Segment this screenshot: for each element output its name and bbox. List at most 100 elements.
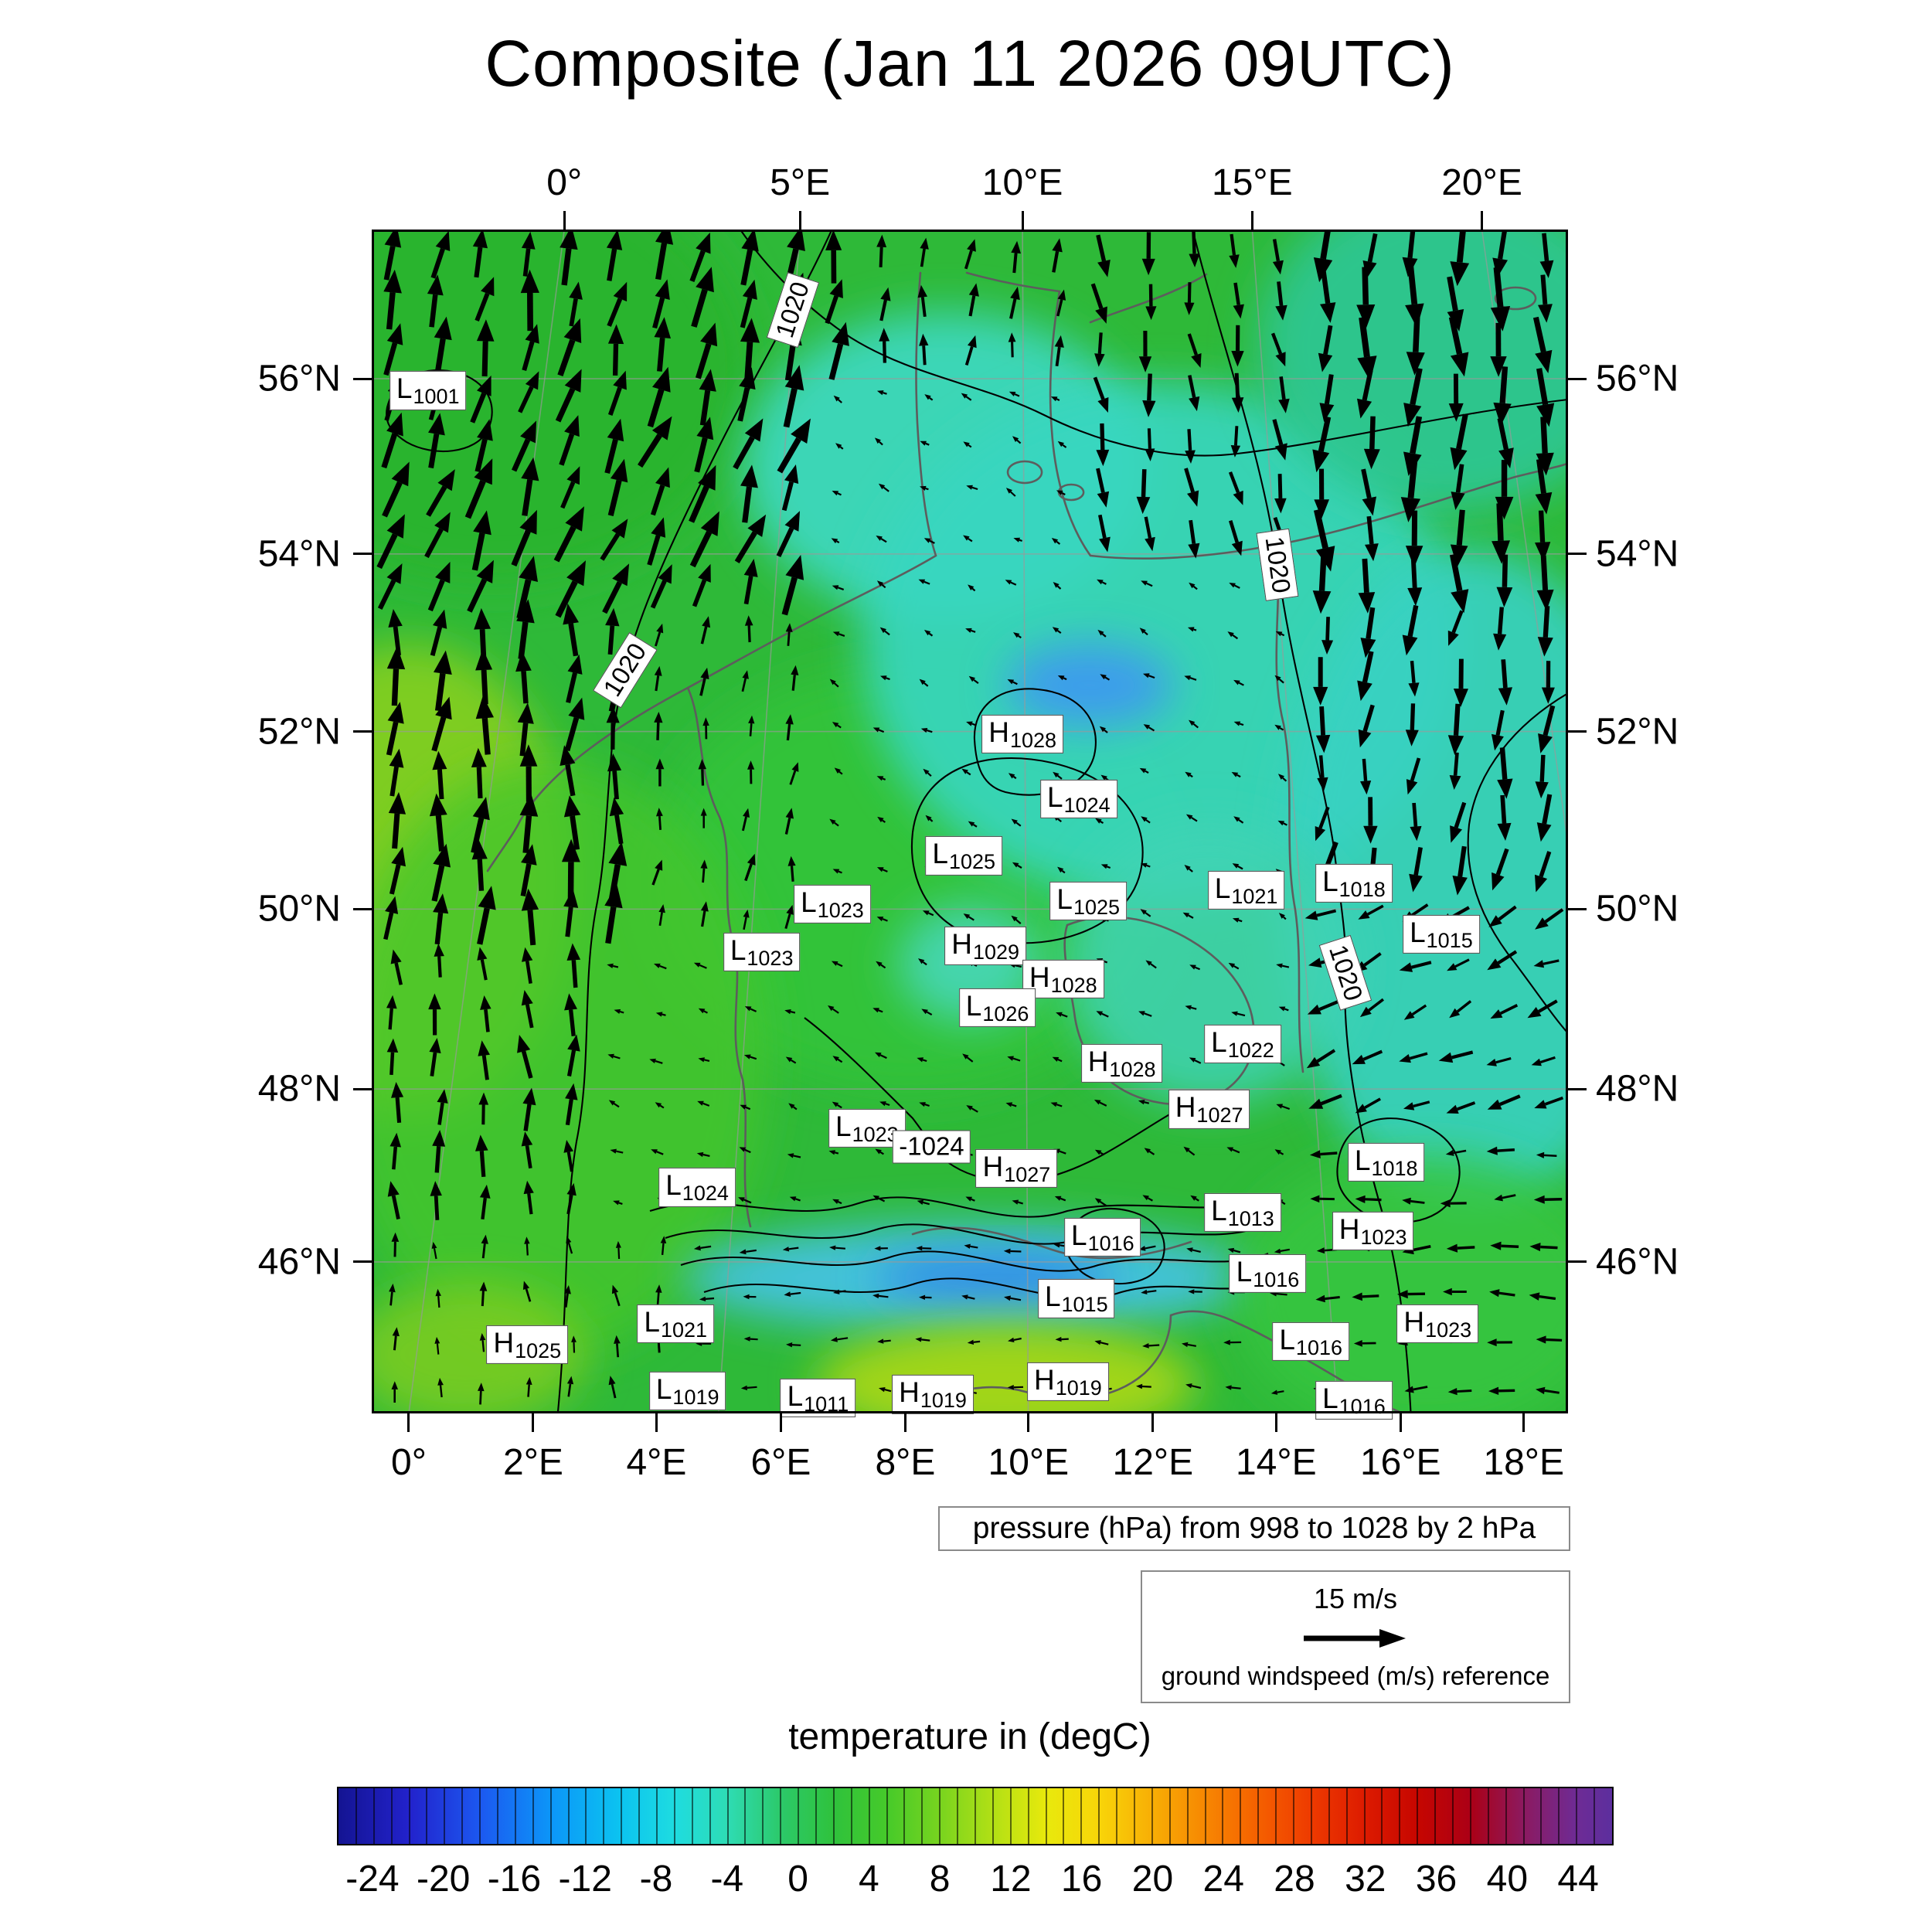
contour-label: 1020 (766, 272, 820, 349)
pressure-center-label: L1016 (1063, 1217, 1141, 1257)
axis-tick-label-top: 5°E (770, 162, 831, 203)
pressure-center-label: L1016 (1229, 1254, 1307, 1294)
axis-tick-right (1568, 1260, 1587, 1264)
colorbar-tick-label: 40 (1486, 1859, 1529, 1900)
pressure-center-label: L1019 (648, 1371, 726, 1411)
axis-tick-label-left: 54°N (257, 533, 341, 575)
pressure-center-label: L1023 (723, 932, 801, 971)
pressure-center-label: H1023 (1332, 1211, 1414, 1251)
pressure-center-label: H1023 (1396, 1304, 1479, 1343)
axis-tick-bottom (1522, 1413, 1526, 1432)
pressure-center-label: L1011 (780, 1378, 856, 1418)
wind-vectors-layer (376, 230, 1564, 1405)
pressure-center-label: L1026 (958, 988, 1036, 1027)
pressure-center-label: L1015 (1403, 914, 1480, 954)
colorbar-tick-label: -12 (558, 1859, 612, 1900)
pressure-center-label: H1028 (981, 714, 1064, 753)
axis-tick-top (563, 211, 566, 230)
axis-tick-label-bottom: 8°E (875, 1442, 936, 1483)
axis-tick-bottom (779, 1413, 782, 1432)
axis-tick-label-top: 15°E (1212, 162, 1293, 203)
axis-tick-label-bottom: 16°E (1359, 1442, 1441, 1483)
colorbar-tick-label: 36 (1415, 1859, 1458, 1900)
pressure-labels-layer: L1001 H1028 L1024 L1025 L1023 L1023 L1025 L1021… (372, 230, 1568, 1420)
colorbar-tick-label: 0 (787, 1859, 808, 1900)
axis-tick-label-top: 20°E (1441, 162, 1522, 203)
pressure-center-label: L1021 (1207, 870, 1285, 910)
axis-tick-label-bottom: 14°E (1235, 1442, 1317, 1483)
colorbar-tick-label: 28 (1274, 1859, 1315, 1900)
axis-tick-label-left: 48°N (257, 1068, 341, 1110)
colorbar-tick-label: 24 (1202, 1859, 1244, 1900)
pressure-center-label: L1001 (389, 371, 467, 410)
colorbar-tick-label: 16 (1060, 1859, 1103, 1900)
axis-tick-label-top: 0° (546, 162, 583, 203)
axis-tick-label-right: 56°N (1596, 358, 1679, 400)
axis-tick-right (1568, 553, 1587, 556)
axis-tick-top (1021, 211, 1024, 230)
axis-tick-label-bottom: 6°E (750, 1442, 811, 1483)
axis-tick-left (353, 553, 372, 556)
pressure-center-label: H1028 (1080, 1043, 1163, 1083)
axis-tick-label-bottom: 10°E (988, 1442, 1070, 1483)
pressure-center-label: H1025 (486, 1325, 569, 1365)
pressure-contour-layer (386, 230, 1568, 1413)
contour-label: -1024 (893, 1130, 971, 1164)
axis-tick-bottom (1399, 1413, 1402, 1432)
colorbar-tick-label: -24 (345, 1859, 400, 1900)
colorbar-tick-label: 8 (929, 1859, 951, 1900)
colorbar-tick-label: 20 (1131, 1859, 1174, 1900)
axis-tick-bottom (903, 1413, 906, 1432)
contour-label: 1020 (1318, 934, 1372, 1012)
pressure-center-label: L1023 (794, 885, 871, 924)
axis-tick-bottom (1274, 1413, 1277, 1432)
axis-tick-label-bottom: 18°E (1483, 1442, 1565, 1483)
colorbar-segments (338, 1788, 1612, 1844)
colorbar-tick-label: -16 (487, 1859, 542, 1900)
axis-tick-bottom (655, 1413, 658, 1432)
pressure-center-label: H1027 (975, 1148, 1058, 1188)
pressure-center-label: L1025 (925, 836, 1003, 876)
axis-tick-bottom (532, 1413, 535, 1432)
axis-tick-right (1568, 377, 1587, 380)
axis-tick-right (1568, 1087, 1587, 1090)
pressure-center-label: H1019 (892, 1375, 974, 1414)
axis-tick-label-left: 46°N (257, 1241, 341, 1283)
contour-label: 1020 (1256, 528, 1299, 601)
wind-reference-arrow-icon (1304, 1629, 1406, 1648)
pressure-center-label: L1016 (1315, 1381, 1393, 1420)
pressure-center-label: L1015 (1037, 1279, 1115, 1318)
axis-tick-label-left: 52°N (257, 711, 341, 753)
axis-tick-label-left: 56°N (257, 358, 341, 400)
axis-tick-bottom (407, 1413, 410, 1432)
wind-reference-speed-label: 15 m/s (1313, 1583, 1398, 1614)
axis-tick-label-right: 48°N (1596, 1068, 1679, 1110)
axis-tick-label-bottom: 2°E (503, 1442, 563, 1483)
axis-tick-right (1568, 907, 1587, 910)
pressure-center-label: L1021 (637, 1304, 715, 1343)
map-plot-area: L1001 H1028 L1024 L1025 L1023 L1023 L1025 L1021… (372, 230, 1568, 1420)
pressure-center-label: H1028 (1022, 959, 1104, 998)
colorbar-tick-label: 4 (858, 1859, 879, 1900)
axis-tick-bottom (1027, 1413, 1030, 1432)
axis-tick-label-bottom: 12°E (1112, 1442, 1194, 1483)
axis-tick-left (353, 1087, 372, 1090)
colorbar-tick-label: -8 (639, 1859, 673, 1900)
axis-tick-left (353, 907, 372, 910)
axis-tick-label-right: 52°N (1596, 711, 1679, 753)
colorbar-tick-label: -20 (416, 1859, 471, 1900)
axis-tick-label-right: 50°N (1596, 888, 1679, 930)
pressure-center-label: L1023 (828, 1108, 906, 1148)
colorbar-tick-label: 44 (1557, 1859, 1599, 1900)
axis-tick-label-top: 10°E (981, 162, 1063, 203)
wind-legend-box: 15 m/s ground windspeed (m/s) reference (1141, 1570, 1570, 1703)
axis-tick-label-bottom: 4°E (626, 1442, 687, 1483)
pressure-center-label: L1024 (658, 1168, 736, 1207)
pressure-center-label: H1027 (1168, 1090, 1250, 1129)
pressure-center-label: L1022 (1204, 1024, 1281, 1064)
axis-tick-label-bottom: 0° (391, 1442, 427, 1483)
colorbar-tick-label: 12 (990, 1859, 1032, 1900)
pressure-center-label: L1016 (1272, 1321, 1349, 1361)
axis-tick-top (1481, 211, 1484, 230)
